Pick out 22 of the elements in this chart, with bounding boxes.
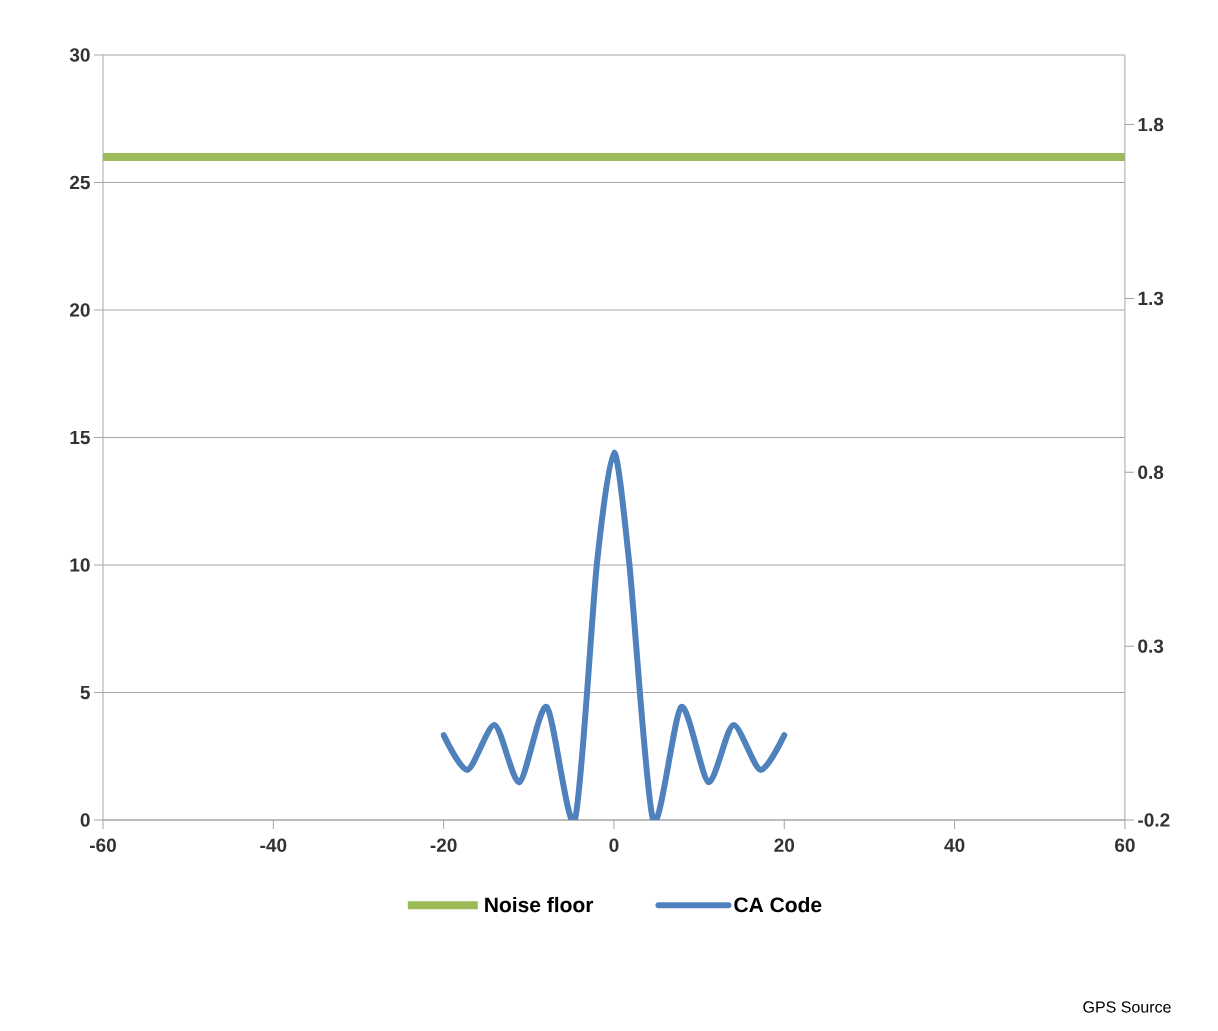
x-tick-label: 40 bbox=[944, 838, 965, 852]
x-tick-label: 20 bbox=[774, 838, 795, 852]
y-tick-label: 10 bbox=[70, 558, 90, 572]
text: GPS Source bbox=[1083, 1001, 1171, 1013]
y2-tick-label: -0.2 bbox=[1138, 813, 1170, 827]
y-tick-label: 15 bbox=[70, 430, 90, 445]
y2-tick-label: 0.8 bbox=[1138, 465, 1164, 479]
x-tick-label: 0 bbox=[609, 838, 619, 852]
legend-label: CA Code bbox=[734, 896, 822, 913]
y-tick-label: 30 bbox=[69, 48, 90, 62]
y2-tick-label: 0.3 bbox=[1138, 639, 1164, 653]
x-tick-label: 60 bbox=[1115, 838, 1135, 852]
y2-tick-label: 1.3 bbox=[1138, 291, 1164, 306]
x-tick-label: -40 bbox=[260, 838, 287, 852]
y-tick-label: 0 bbox=[80, 813, 90, 827]
y-tick-label: 5 bbox=[80, 685, 90, 700]
y2-tick-label: 1.8 bbox=[1138, 117, 1164, 132]
y-tick-label: 25 bbox=[69, 175, 90, 190]
legend-label: Noise floor bbox=[485, 896, 594, 913]
x-tick-label: -60 bbox=[90, 838, 116, 852]
x-tick-label: -20 bbox=[430, 838, 457, 852]
y-tick-label: 20 bbox=[69, 303, 90, 317]
